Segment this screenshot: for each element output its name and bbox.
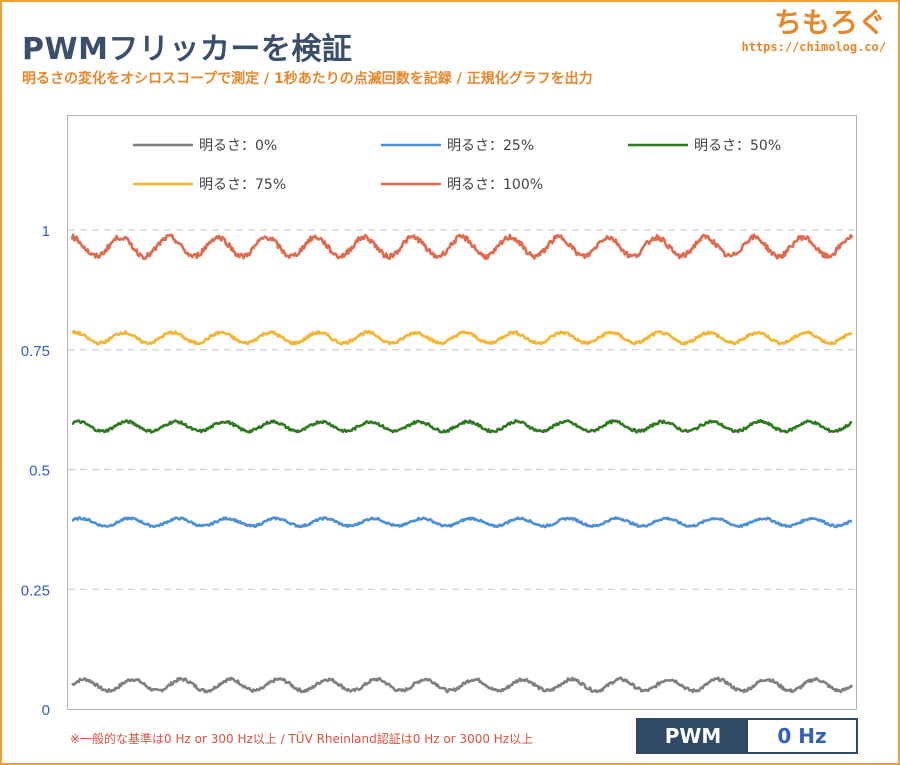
legend-label: 明るさ：25% [447, 138, 534, 154]
legend-label: 明るさ：100% [447, 177, 543, 193]
series-line [71, 419, 853, 434]
series-line [70, 233, 854, 261]
y-tick-label: 0.75 [21, 343, 50, 360]
y-tick-label: 1 [42, 223, 50, 240]
pwm-value: 0 Hz [748, 720, 856, 752]
pwm-result-box: PWM 0 Hz [636, 718, 858, 754]
pwm-label: PWM [638, 720, 748, 752]
y-tick-label: 0 [42, 702, 50, 719]
legend-label: 明るさ：0% [199, 138, 277, 154]
page-subtitle: 明るさの変化をオシロスコープで測定 / 1秒あたりの点滅回数を記録 / 正規化グ… [22, 71, 593, 87]
series-line [71, 329, 853, 346]
brand-url: https://chimolog.co/ [741, 40, 887, 54]
footnote: ※一般的な基準は0 Hz or 300 Hz以上 / TÜV Rheinland… [70, 732, 534, 746]
y-tick-label: 0.25 [21, 582, 50, 599]
series-line [71, 676, 854, 694]
brand-name: ちもろぐ [773, 6, 886, 39]
plot-area [67, 115, 857, 710]
brand-logo: ちもろぐ https://chimolog.co/ [742, 6, 887, 54]
y-tick-label: 0.5 [29, 463, 50, 480]
legend-label: 明るさ：50% [694, 138, 781, 154]
legend-label: 明るさ：75% [199, 177, 286, 193]
series-line [71, 516, 853, 529]
page-title: PWMフリッカーを検証 [22, 32, 353, 67]
